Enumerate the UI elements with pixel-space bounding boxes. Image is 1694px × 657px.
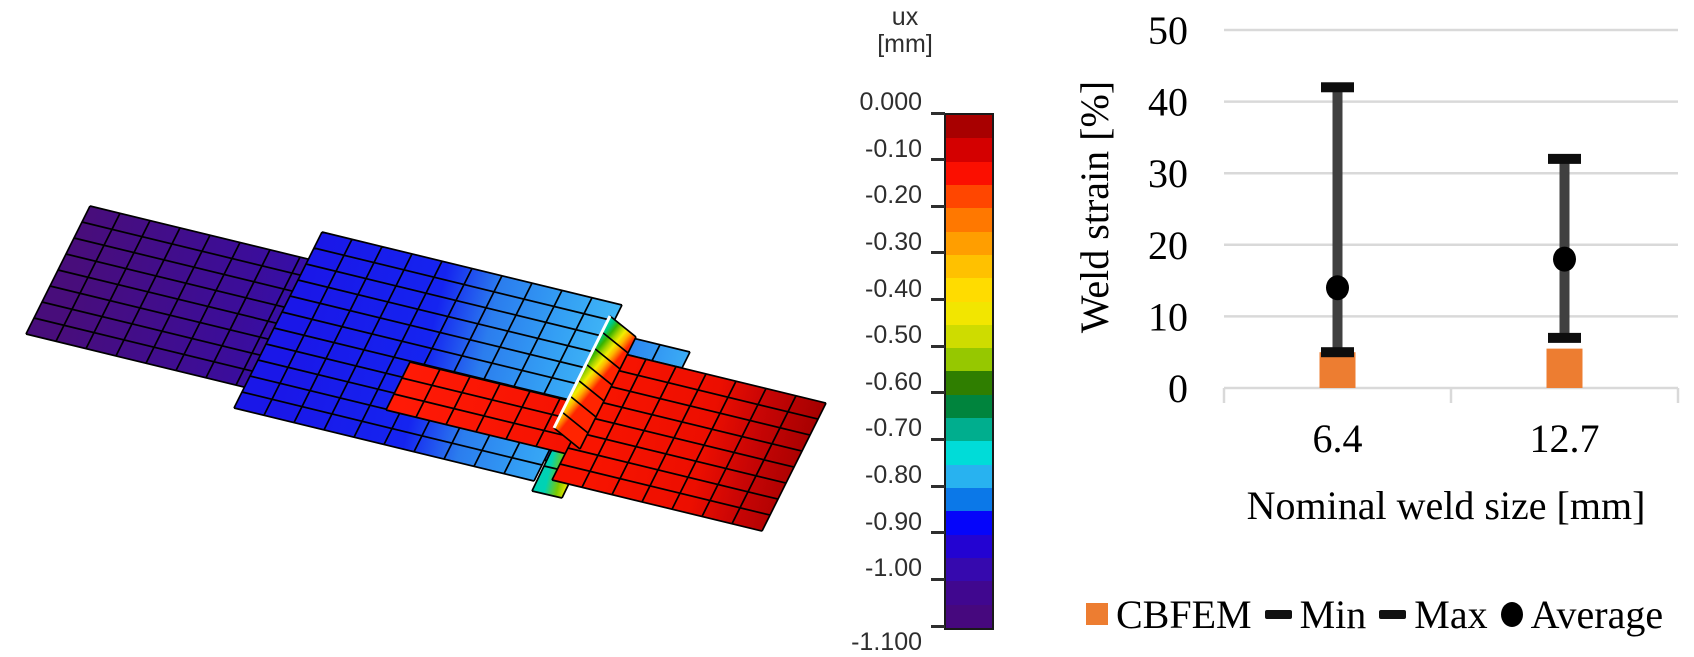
colorbar-tick xyxy=(931,111,945,115)
colorbar-tick-label: -0.90 xyxy=(865,507,922,536)
y-tick-label-30: 30 xyxy=(1148,151,1188,196)
average-marker-12.7 xyxy=(1553,246,1576,272)
colorbar-band-3 xyxy=(946,184,992,209)
colorbar-band-19 xyxy=(946,557,992,582)
max-cap-12.7 xyxy=(1548,153,1581,164)
y-tick-label-50: 50 xyxy=(1148,8,1188,53)
weld-strain-chart: 0 10 20 30 40 50 Weld strain [%] Nominal weld s… xyxy=(1072,8,1680,528)
min-cap-12.7 xyxy=(1548,332,1581,343)
fem-plate-weld-bead-main xyxy=(554,316,636,449)
legend-dash-icon xyxy=(1379,609,1407,619)
colorbar-band-18 xyxy=(946,534,992,558)
colorbar-tick xyxy=(931,391,945,395)
colorbar-tick xyxy=(931,204,945,208)
colorbar-band-7 xyxy=(946,278,992,302)
legend-label: Average xyxy=(1530,591,1664,637)
colorbar-tick xyxy=(931,251,945,255)
colorbar-band-9 xyxy=(946,324,992,349)
colorbar-tick-label: -1.00 xyxy=(865,554,922,583)
colorbar-band-16 xyxy=(946,488,992,512)
colorbar-tick xyxy=(931,624,945,628)
category-label-12.7: 12.7 xyxy=(1530,416,1600,461)
max-cap-6.4 xyxy=(1321,82,1354,93)
colorbar: ux [mm] 0.000 -0.10 -0.20 -0.30 -0.40 -0.50 -0… xyxy=(850,0,1020,657)
legend-item-max: Max xyxy=(1379,591,1488,638)
legend-item-min: Min xyxy=(1264,591,1367,638)
bar-cbfem-6.4 xyxy=(1319,352,1356,388)
x-axis-title: Nominal weld size [mm] xyxy=(1247,483,1646,528)
legend-label: CBFEM xyxy=(1116,591,1252,637)
colorbar-tick-label: -0.10 xyxy=(865,134,922,163)
colorbar-tick xyxy=(931,344,945,348)
chart-legend: CBFEM Min Max Average xyxy=(1086,591,1676,638)
colorbar-band-21 xyxy=(946,604,992,628)
min-cap-6.4 xyxy=(1321,347,1354,358)
legend-item-average: Average xyxy=(1500,591,1664,638)
colorbar-band-14 xyxy=(946,441,992,465)
y-axis-title: Weld strain [%] xyxy=(1072,81,1117,333)
colorbar-band-2 xyxy=(946,161,992,185)
average-marker-6.4 xyxy=(1326,275,1349,301)
colorbar-tick xyxy=(931,577,945,581)
category-label-6.4: 6.4 xyxy=(1313,416,1363,461)
colorbar-band-0 xyxy=(946,115,992,139)
fem-model-figure xyxy=(25,205,827,532)
colorbar-tick-label: -1.100 xyxy=(851,628,922,656)
legend-label: Max xyxy=(1414,591,1488,637)
bar-cbfem-12.7 xyxy=(1546,348,1583,388)
legend-item-cbfem: CBFEM xyxy=(1086,591,1252,638)
colorbar-tick xyxy=(931,437,945,441)
y-tick-label-10: 10 xyxy=(1148,294,1188,339)
colorbar-title: ux xyxy=(891,3,919,31)
colorbar-band-17 xyxy=(946,511,992,535)
colorbar-tick-label: -0.70 xyxy=(865,414,922,443)
colorbar-band-12 xyxy=(946,394,992,419)
colorbar-scale xyxy=(944,113,994,630)
colorbar-band-4 xyxy=(946,208,992,232)
colorbar-band-5 xyxy=(946,231,992,255)
colorbar-band-11 xyxy=(946,371,992,395)
colorbar-tick-label: -0.30 xyxy=(865,227,922,256)
y-tick-label-20: 20 xyxy=(1148,223,1188,268)
y-tick-label-40: 40 xyxy=(1148,80,1188,125)
colorbar-tick-label: -0.50 xyxy=(865,321,922,350)
colorbar-tick-label: 0.000 xyxy=(859,88,922,116)
colorbar-band-15 xyxy=(946,464,992,488)
colorbar-tick xyxy=(931,531,945,535)
colorbar-band-13 xyxy=(946,418,992,442)
legend-dash-icon xyxy=(1264,609,1292,619)
colorbar-band-20 xyxy=(946,581,992,605)
colorbar-units: [mm] xyxy=(877,30,933,58)
colorbar-tick xyxy=(931,484,945,488)
colorbar-tick xyxy=(931,298,945,302)
colorbar-tick-label: -0.60 xyxy=(865,367,922,396)
colorbar-tick-label: -0.40 xyxy=(865,274,922,303)
colorbar-tick xyxy=(931,158,945,162)
legend-label: Min xyxy=(1299,591,1367,637)
weld-edge-highlight xyxy=(552,315,612,429)
colorbar-tick-label: -0.80 xyxy=(865,461,922,490)
colorbar-tick-label: -0.20 xyxy=(865,181,922,210)
colorbar-band-1 xyxy=(946,138,992,162)
colorbar-band-8 xyxy=(946,301,992,325)
legend-dot-icon xyxy=(1500,601,1523,627)
fem-plate-cover-strip xyxy=(386,362,620,462)
y-tick-label-0: 0 xyxy=(1168,366,1188,411)
colorbar-band-6 xyxy=(946,254,992,279)
legend-square-icon xyxy=(1086,603,1108,625)
colorbar-band-10 xyxy=(946,348,992,372)
